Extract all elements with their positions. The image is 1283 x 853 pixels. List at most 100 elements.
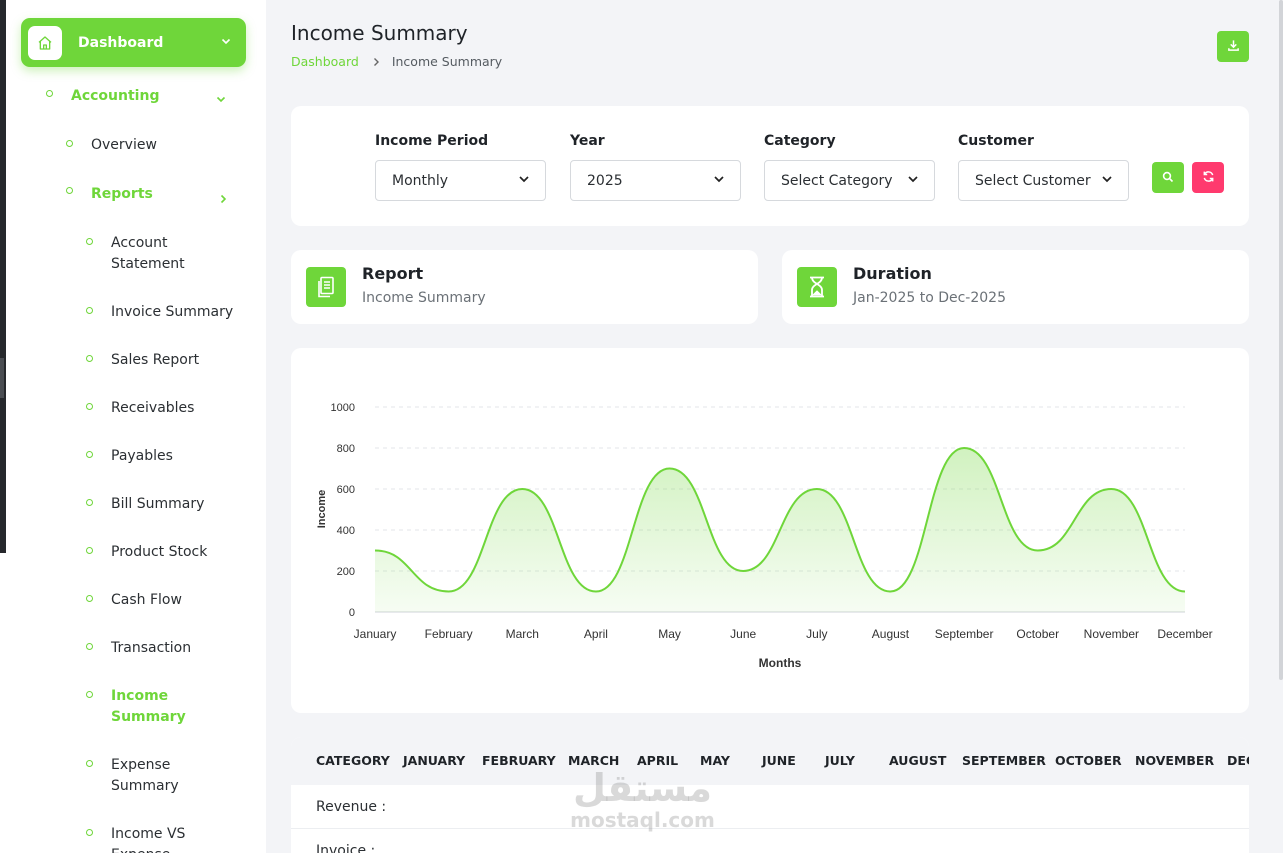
sidebar-item-report[interactable]: Invoice Summary bbox=[86, 302, 234, 323]
chevron-right-icon bbox=[371, 57, 381, 67]
y-tick-label: 0 bbox=[349, 607, 355, 619]
x-tick-label: June bbox=[730, 627, 756, 641]
table-header-cell[interactable]: APRIL bbox=[637, 753, 679, 768]
y-tick-label: 800 bbox=[337, 443, 355, 455]
breadcrumb-link-dashboard[interactable]: Dashboard bbox=[291, 54, 359, 69]
x-tick-label: February bbox=[425, 627, 473, 641]
sidebar-item-report[interactable]: Product Stock bbox=[86, 542, 207, 563]
data-point[interactable] bbox=[815, 487, 819, 491]
sidebar-item-report[interactable]: Cash Flow bbox=[86, 590, 182, 611]
sidebar-item-report[interactable]: Bill Summary bbox=[86, 494, 204, 515]
x-tick-label: December bbox=[1157, 627, 1212, 641]
sidebar-item-reports-label: Reports bbox=[91, 186, 153, 202]
table-header-cell[interactable]: SEPTEMBER bbox=[962, 753, 1046, 768]
year-label: Year bbox=[570, 133, 605, 149]
data-point[interactable] bbox=[741, 569, 745, 573]
filter-card: Income Period Monthly Year 2025 Category… bbox=[291, 106, 1249, 226]
category-value: Select Category bbox=[781, 172, 893, 189]
table-header-cell[interactable]: JANUARY bbox=[403, 753, 466, 768]
income-period-label: Income Period bbox=[375, 133, 489, 149]
data-point[interactable] bbox=[447, 590, 451, 594]
income-table: CATEGORY JANUARY FEBRUARY MARCH APRIL MAY JUNE… bbox=[291, 737, 1249, 853]
x-tick-label: September bbox=[935, 627, 994, 641]
sidebar-item-report[interactable]: Income Summary bbox=[86, 686, 186, 728]
bullet-icon bbox=[46, 90, 53, 97]
x-tick-label: October bbox=[1016, 627, 1059, 641]
sidebar-item-report[interactable]: Income VS Expense bbox=[86, 824, 185, 853]
y-tick-label: 200 bbox=[337, 566, 355, 578]
income-period-select[interactable]: Monthly bbox=[375, 160, 546, 201]
data-point[interactable] bbox=[668, 467, 672, 471]
bullet-icon bbox=[86, 547, 93, 554]
sidebar-item-dashboard[interactable]: Dashboard bbox=[21, 18, 246, 67]
data-point[interactable] bbox=[373, 549, 377, 553]
table-header-cell[interactable]: OCTOBER bbox=[1055, 753, 1122, 768]
sidebar-item-report-label: Cash Flow bbox=[111, 592, 182, 608]
sidebar-item-dashboard-label: Dashboard bbox=[78, 34, 164, 51]
download-button[interactable] bbox=[1217, 31, 1249, 62]
bullet-icon bbox=[86, 829, 93, 836]
scrollbar[interactable] bbox=[1279, 0, 1283, 680]
home-icon bbox=[28, 25, 62, 60]
sidebar-item-report-label: Invoice Summary bbox=[111, 304, 234, 320]
window-edge-tab bbox=[0, 358, 4, 398]
sidebar-item-report-label: Receivables bbox=[111, 400, 195, 416]
table-row: Revenue : bbox=[291, 785, 1249, 829]
bullet-icon bbox=[86, 451, 93, 458]
x-tick-label: May bbox=[658, 627, 681, 641]
sidebar-item-report-label: Transaction bbox=[111, 640, 192, 656]
sidebar-item-report[interactable]: Expense Summary bbox=[86, 755, 179, 797]
x-tick-label: July bbox=[806, 627, 827, 641]
table-header-cell[interactable]: JULY bbox=[825, 753, 855, 768]
x-tick-label: November bbox=[1084, 627, 1139, 641]
chevron-right-icon[interactable] bbox=[217, 190, 229, 209]
sidebar-item-report[interactable]: Payables bbox=[86, 446, 173, 467]
sidebar-item-report[interactable]: Account Statement bbox=[86, 233, 185, 275]
data-point[interactable] bbox=[1183, 590, 1187, 594]
customer-select[interactable]: Select Customer bbox=[958, 160, 1129, 201]
data-point[interactable] bbox=[594, 590, 598, 594]
data-point[interactable] bbox=[1036, 549, 1040, 553]
sidebar: Dashboard Accounting Overview Reports Ac… bbox=[0, 0, 266, 853]
data-point[interactable] bbox=[962, 446, 966, 450]
table-header-cell[interactable]: CATEGORY bbox=[316, 753, 390, 768]
year-select[interactable]: 2025 bbox=[570, 160, 741, 201]
sidebar-item-report[interactable]: Transaction bbox=[86, 638, 192, 659]
table-header-cell[interactable]: MAY bbox=[700, 753, 730, 768]
data-point[interactable] bbox=[1109, 487, 1113, 491]
bullet-icon bbox=[86, 355, 93, 362]
chevron-down-icon bbox=[1101, 173, 1113, 189]
search-button[interactable] bbox=[1152, 162, 1184, 193]
sidebar-item-report-label: Summary bbox=[111, 778, 179, 794]
table-header-cell[interactable]: NOVEMBER bbox=[1135, 753, 1215, 768]
x-axis-label: Months bbox=[759, 656, 802, 670]
report-info-card: Report Income Summary bbox=[291, 250, 758, 324]
duration-value: Jan-2025 to Dec-2025 bbox=[853, 290, 1006, 306]
reset-button[interactable] bbox=[1192, 162, 1224, 193]
category-select[interactable]: Select Category bbox=[764, 160, 935, 201]
bullet-icon bbox=[86, 307, 93, 314]
income-line bbox=[374, 446, 1186, 593]
table-header-cell[interactable]: AUGUST bbox=[889, 753, 947, 768]
table-header-cell[interactable]: JUNE bbox=[762, 753, 796, 768]
sidebar-item-report[interactable]: Receivables bbox=[86, 398, 195, 419]
chevron-down-icon bbox=[907, 173, 919, 189]
x-tick-label: August bbox=[872, 627, 910, 641]
data-point[interactable] bbox=[520, 487, 524, 491]
sidebar-item-accounting[interactable]: Accounting bbox=[46, 86, 160, 107]
chevron-down-icon[interactable] bbox=[215, 90, 227, 109]
data-point[interactable] bbox=[888, 590, 892, 594]
bullet-icon bbox=[66, 187, 73, 194]
table-header-cell[interactable]: DEC bbox=[1227, 753, 1249, 768]
table-header-cell[interactable]: FEBRUARY bbox=[482, 753, 556, 768]
sidebar-item-report-label: Account bbox=[111, 235, 168, 251]
sidebar-item-reports[interactable]: Reports bbox=[66, 184, 153, 205]
watermark-latin: mostaql.com bbox=[570, 808, 715, 832]
bullet-icon bbox=[66, 140, 73, 147]
sidebar-item-report-label: Summary bbox=[111, 709, 186, 725]
table-header-cell[interactable]: MARCH bbox=[568, 753, 620, 768]
sidebar-item-overview[interactable]: Overview bbox=[66, 135, 157, 156]
bullet-icon bbox=[86, 760, 93, 767]
sidebar-item-report[interactable]: Sales Report bbox=[86, 350, 199, 371]
sidebar-item-accounting-label: Accounting bbox=[71, 88, 160, 104]
